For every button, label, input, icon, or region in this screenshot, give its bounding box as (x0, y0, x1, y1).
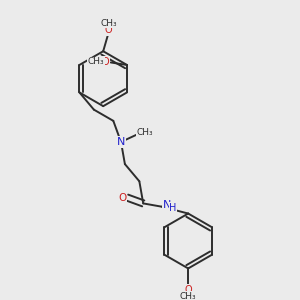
Text: O: O (101, 57, 109, 67)
Text: O: O (184, 285, 192, 295)
Text: H: H (169, 203, 177, 213)
Text: CH₃: CH₃ (136, 128, 153, 137)
Text: O: O (118, 193, 126, 202)
Text: CH₃: CH₃ (180, 292, 196, 300)
Text: CH₃: CH₃ (88, 57, 104, 66)
Text: N: N (163, 200, 172, 210)
Text: N: N (117, 137, 125, 147)
Text: CH₃: CH₃ (101, 19, 117, 28)
Text: O: O (104, 25, 112, 35)
